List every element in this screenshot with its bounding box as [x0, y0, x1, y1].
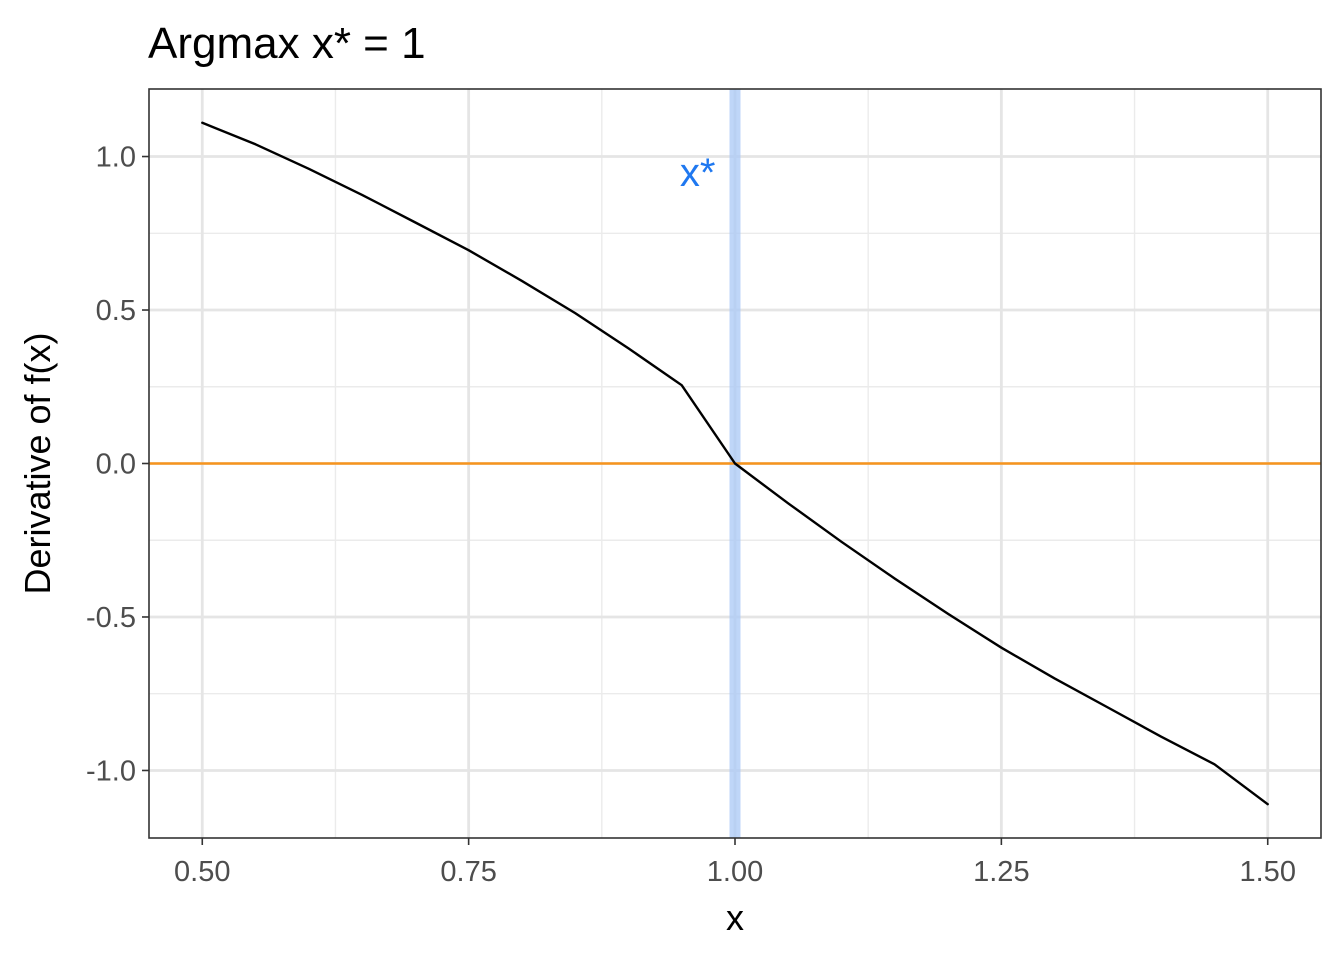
- y-tick-label: -0.5: [86, 602, 136, 634]
- x-axis: 0.50 0.75 1.00 1.25 1.50: [174, 838, 1296, 888]
- y-tick-label: 0.0: [96, 449, 136, 481]
- chart-title: Argmax x* = 1: [148, 19, 426, 68]
- x-tick-label: 1.00: [707, 856, 763, 888]
- y-axis: -1.0 -0.5 0.0 0.5 1.0: [86, 142, 149, 787]
- y-tick-label: -1.0: [86, 755, 136, 787]
- x-tick-label: 1.50: [1240, 856, 1296, 888]
- series-layer: [201, 121, 1269, 806]
- x-tick-label: 0.50: [174, 856, 230, 888]
- derivative-curve: [201, 121, 1269, 806]
- x-tick-label: 1.25: [973, 856, 1029, 888]
- y-axis-title: Derivative of f(x): [17, 332, 58, 594]
- x-tick-label: 0.75: [440, 856, 496, 888]
- annotation-layer: x*: [680, 151, 716, 195]
- y-tick-label: 1.0: [96, 142, 136, 174]
- y-tick-label: 0.5: [96, 295, 136, 327]
- x-axis-title: x: [726, 897, 744, 938]
- argmax-annotation-label: x*: [680, 151, 716, 195]
